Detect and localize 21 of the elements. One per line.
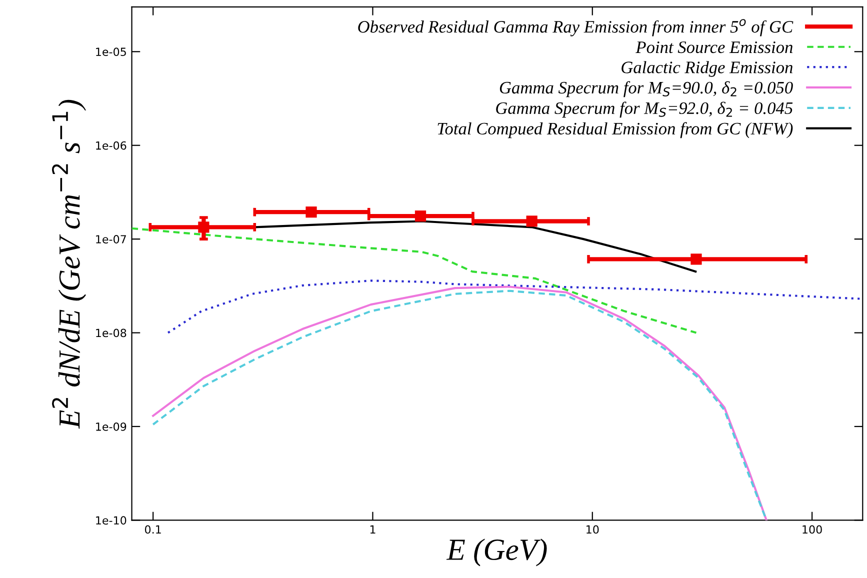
- y-tick-label: 1e-05: [96, 48, 126, 56]
- point: [526, 216, 538, 227]
- legend-label: Gamma Specrum for M$_{S}$=92.0, δ$_{2}$ = 0.045: [496, 102, 793, 118]
- y-tick-label: 1e-10: [96, 516, 126, 525]
- x-axis-title: E (GeV): [446, 538, 547, 566]
- y-axis-title: E$^{2}$ dN/dE (GeV cm$^{−2}$ s$^{−1}$): [52, 100, 86, 429]
- legend-label: Total Compued Residual Emission from GC (NFW): [438, 122, 793, 138]
- x-tick-label: 1: [370, 525, 376, 534]
- x-tick-label: 100: [802, 525, 822, 534]
- legend-label: Point Source Emission: [636, 41, 792, 54]
- point: [414, 210, 426, 222]
- x-tick-label: 0.1: [144, 525, 161, 534]
- legend-label: Observed Residual Gamma Ray Emission from inner 5$^{o}$ of GC: [358, 19, 794, 36]
- legend-label: Galactic Ridge Emission: [622, 61, 792, 77]
- point: [306, 206, 317, 218]
- y-tick-label: 1e-08: [96, 328, 126, 338]
- x-tick-label: 10: [586, 525, 599, 534]
- y-tick-label: 1e-07: [96, 235, 126, 244]
- legend-label: Gamma Specrum for M$_{S}$=90.0, δ$_{2}$ =0.050: [500, 81, 793, 98]
- y-tick-label: 1e-09: [96, 422, 126, 431]
- y-tick-label: 1e-06: [96, 141, 126, 150]
